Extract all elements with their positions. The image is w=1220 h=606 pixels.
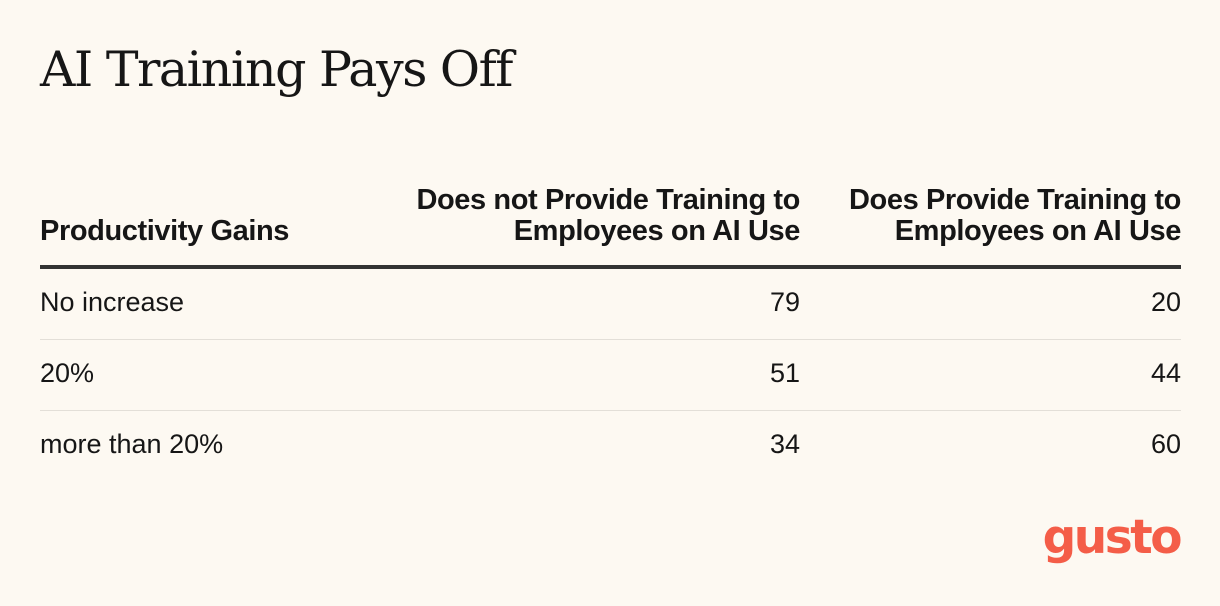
value-no-training: 51	[769, 358, 800, 388]
gusto-logo: gusto	[1042, 510, 1183, 565]
value-training: 20	[1150, 287, 1181, 317]
value-training: 44	[1150, 358, 1181, 388]
table-header: Productivity Gains Does not Provide Trai…	[40, 153, 1181, 269]
value-no-training: 34	[769, 429, 800, 459]
row-label: more than 20%	[40, 429, 224, 459]
column-header-training: Does Provide Training to Employees on AI…	[848, 184, 1181, 247]
row-label: 20%	[40, 358, 95, 388]
value-training: 60	[1150, 429, 1181, 459]
chart-title: AI Training Pays Off	[40, 41, 513, 98]
column-header-no-training: Does not Provide Training to Employees o…	[416, 184, 800, 247]
value-no-training: 79	[769, 287, 800, 317]
table-row: more than 20% 34 60	[40, 411, 1181, 481]
table-row: 20% 51 44	[40, 340, 1181, 411]
data-table: Productivity Gains Does not Provide Trai…	[40, 153, 1181, 481]
row-label: No increase	[40, 287, 185, 317]
table-row: No increase 79 20	[40, 269, 1181, 340]
column-header-productivity-gains: Productivity Gains	[40, 215, 290, 247]
